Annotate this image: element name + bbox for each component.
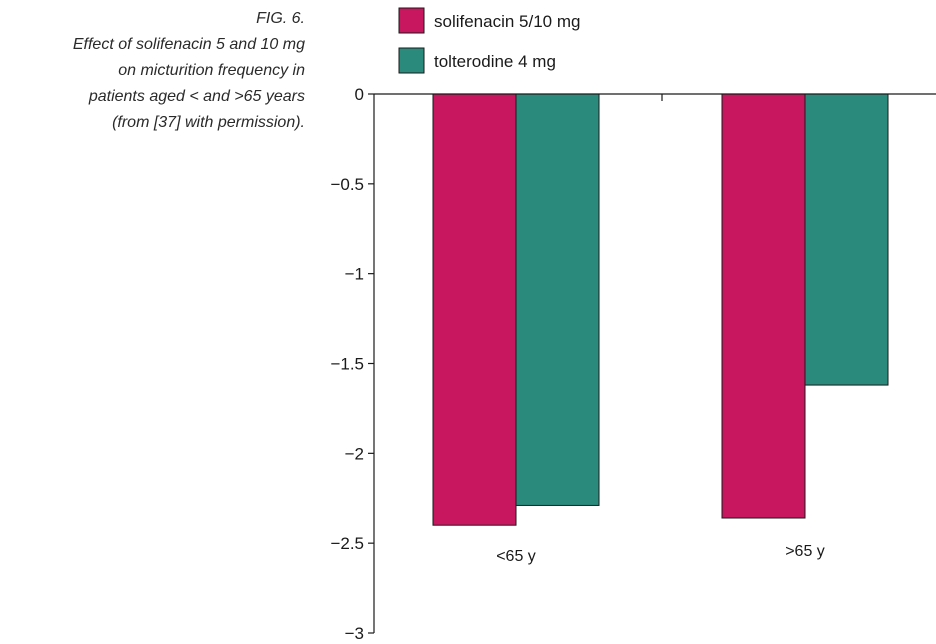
y-tick-label-3: −1.5 xyxy=(330,355,364,374)
legend-swatch-0 xyxy=(398,7,425,34)
bar-tolterodine-0 xyxy=(515,93,600,506)
y-tick-label-1: −0.5 xyxy=(330,175,364,194)
category-label-0: <65 y xyxy=(496,548,536,565)
caption-line-1: Effect of solifenacin 5 and 10 mg xyxy=(72,36,305,53)
bar-solifenacin-1 xyxy=(721,93,806,519)
legend-swatch-1 xyxy=(398,47,425,74)
figure-caption: FIG. 6. Effect of solifenacin 5 and 10 m… xyxy=(0,6,305,136)
caption-line-2: on micturition frequency in xyxy=(118,62,305,79)
figure-number: FIG. 6. xyxy=(256,10,305,27)
caption-line-3: patients aged < and >65 years xyxy=(88,88,305,105)
legend-label-1: tolterodine 4 mg xyxy=(434,52,556,71)
category-label-1: >65 y xyxy=(785,543,825,560)
y-tick-label-6: −3 xyxy=(345,624,364,643)
y-tick-label-5: −2.5 xyxy=(330,534,364,553)
y-tick-label-4: −2 xyxy=(345,444,364,463)
axes-group: <65 y >65 y 0 −0.5 −1 −1.5 −2 −2.5 −3 xyxy=(330,85,936,643)
bar-tolterodine-1 xyxy=(804,93,889,386)
legend: solifenacin 5/10 mg tolterodine 4 mg xyxy=(398,7,580,74)
legend-label-0: solifenacin 5/10 mg xyxy=(434,12,580,31)
y-tick-label-0: 0 xyxy=(355,85,364,104)
bars-group xyxy=(432,93,889,526)
caption-line-4: (from [37] with permission). xyxy=(112,114,305,131)
bar-solifenacin-0 xyxy=(432,93,517,526)
y-tick-label-2: −1 xyxy=(345,265,364,284)
